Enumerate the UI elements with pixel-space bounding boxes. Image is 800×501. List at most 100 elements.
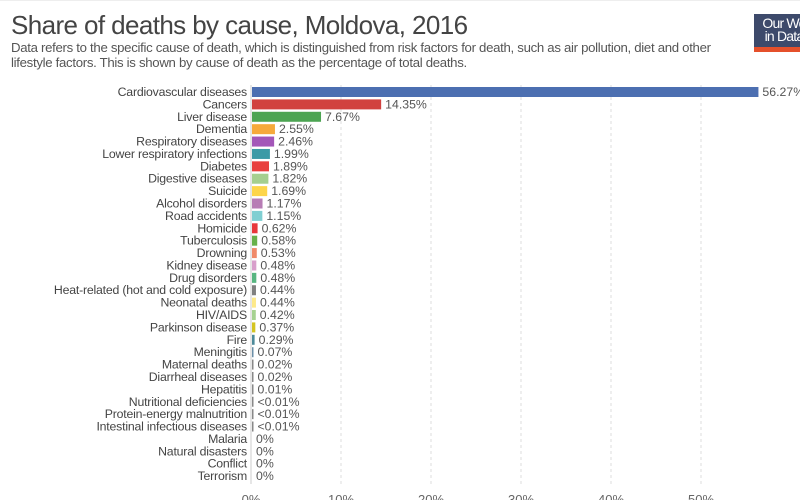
category-label: Parkinson disease — [150, 320, 247, 334]
category-label: Cancers — [203, 97, 247, 111]
bar[interactable] — [252, 384, 254, 395]
x-tick-label: 10% — [328, 492, 354, 500]
category-label: Respiratory diseases — [136, 135, 247, 149]
category-label: Hepatitis — [201, 382, 247, 396]
category-label: Drowning — [197, 246, 248, 260]
category-label: Terrorism — [198, 469, 247, 483]
chart-title: Share of deaths by cause, Moldova, 2016 — [11, 10, 468, 40]
bar[interactable] — [252, 334, 255, 345]
value-label: 1.82% — [272, 172, 307, 186]
value-label: 1.17% — [267, 197, 302, 211]
bar[interactable] — [252, 124, 275, 135]
bar[interactable] — [252, 223, 258, 234]
bar[interactable] — [252, 347, 254, 358]
bar[interactable] — [252, 235, 258, 246]
bar[interactable] — [252, 111, 322, 122]
value-label: 56.27% — [762, 85, 800, 99]
category-label: Heat-related (hot and cold exposure) — [54, 283, 247, 297]
value-label: 0.02% — [258, 358, 293, 372]
value-label: 0% — [256, 444, 274, 458]
bar[interactable] — [252, 297, 256, 308]
bar[interactable] — [252, 186, 268, 197]
category-label: Tuberculosis — [180, 234, 247, 248]
category-label: Cardiovascular diseases — [118, 85, 247, 99]
value-label: <0.01% — [258, 395, 300, 409]
value-label: <0.01% — [258, 407, 300, 421]
bar[interactable] — [252, 421, 254, 432]
category-label: Homicide — [197, 221, 247, 235]
value-label: 0.07% — [258, 345, 293, 359]
x-tick-label: 30% — [508, 492, 534, 500]
value-label: 2.55% — [279, 122, 314, 136]
value-label: 0.62% — [262, 221, 297, 235]
category-label: Maternal deaths — [162, 358, 247, 372]
category-label: Digestive diseases — [148, 172, 247, 186]
category-label: Intestinal infectious diseases — [96, 420, 247, 434]
bar[interactable] — [252, 322, 256, 333]
bar[interactable] — [252, 148, 270, 159]
category-label: Nutritional deficiencies — [129, 395, 247, 409]
bar[interactable] — [252, 260, 257, 271]
bar[interactable] — [252, 396, 254, 407]
category-label: Kidney disease — [166, 258, 247, 272]
owid-logo[interactable]: Our Woin Data — [754, 14, 800, 52]
category-label: Fire — [227, 333, 248, 347]
value-label: 0.02% — [258, 370, 293, 384]
category-label: Diarrheal diseases — [149, 370, 247, 384]
value-label: 0% — [256, 469, 274, 483]
value-label: 0.42% — [260, 308, 295, 322]
x-tick-label: 40% — [598, 492, 624, 500]
x-tick-label: 20% — [418, 492, 444, 500]
category-label: Alcohol disorders — [156, 197, 247, 211]
value-label: 0% — [256, 457, 274, 471]
category-label: Diabetes — [200, 159, 247, 173]
category-label: Lower respiratory infections — [102, 147, 247, 161]
category-label: Protein-energy malnutrition — [105, 407, 248, 421]
bar[interactable] — [252, 198, 263, 209]
value-label: <0.01% — [258, 420, 300, 434]
value-label: 1.99% — [274, 147, 309, 161]
bar[interactable] — [252, 310, 256, 321]
category-label: Malaria — [208, 432, 247, 446]
value-label: 0.48% — [260, 258, 295, 272]
value-label: 0.37% — [259, 320, 294, 334]
category-label: HIV/AIDS — [196, 308, 247, 322]
bar[interactable] — [252, 99, 382, 110]
category-label: Road accidents — [165, 209, 247, 223]
category-label: Suicide — [208, 184, 247, 198]
value-label: 0% — [256, 432, 274, 446]
bar[interactable] — [252, 161, 270, 172]
bar[interactable] — [252, 136, 275, 147]
value-label: 14.35% — [385, 97, 427, 111]
bar[interactable] — [252, 359, 254, 370]
bar[interactable] — [252, 87, 759, 97]
bar[interactable] — [252, 371, 254, 382]
value-label: 0.29% — [259, 333, 294, 347]
bar[interactable] — [252, 173, 269, 184]
bar[interactable] — [252, 248, 257, 259]
category-label: Conflict — [208, 457, 248, 471]
value-label: 0.48% — [260, 271, 295, 285]
value-label: 1.69% — [271, 184, 306, 198]
value-label: 0.01% — [258, 382, 293, 396]
value-label: 0.58% — [261, 234, 296, 248]
category-label: Liver disease — [177, 110, 247, 124]
value-label: 1.89% — [273, 159, 308, 173]
bar[interactable] — [252, 210, 263, 221]
bar[interactable] — [252, 272, 257, 283]
value-label: 0.53% — [261, 246, 296, 260]
category-label: Dementia — [196, 122, 247, 136]
bar[interactable] — [252, 285, 256, 296]
category-label: Neonatal deaths — [160, 296, 247, 310]
chart-subtitle: Data refers to the specific cause of dea… — [11, 40, 711, 70]
value-label: 1.15% — [266, 209, 301, 223]
category-label: Drug disorders — [169, 271, 247, 285]
value-label: 7.67% — [325, 110, 360, 124]
value-label: 0.44% — [260, 283, 295, 297]
x-tick-label: 50% — [688, 492, 714, 500]
bar[interactable] — [252, 409, 254, 420]
x-tick-label: 0% — [242, 492, 261, 500]
value-label: 2.46% — [278, 135, 313, 149]
